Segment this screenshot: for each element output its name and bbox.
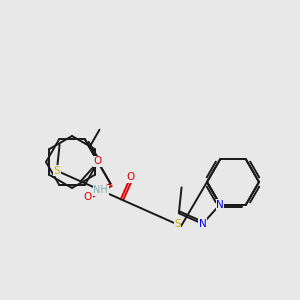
Text: O: O xyxy=(84,192,92,202)
Text: S: S xyxy=(53,166,60,176)
Text: S: S xyxy=(174,219,181,230)
Text: N: N xyxy=(199,219,206,229)
Text: O: O xyxy=(93,156,102,166)
Text: N: N xyxy=(216,200,224,209)
Text: O: O xyxy=(126,172,135,182)
Text: NH: NH xyxy=(93,185,108,195)
Text: N: N xyxy=(216,200,224,209)
